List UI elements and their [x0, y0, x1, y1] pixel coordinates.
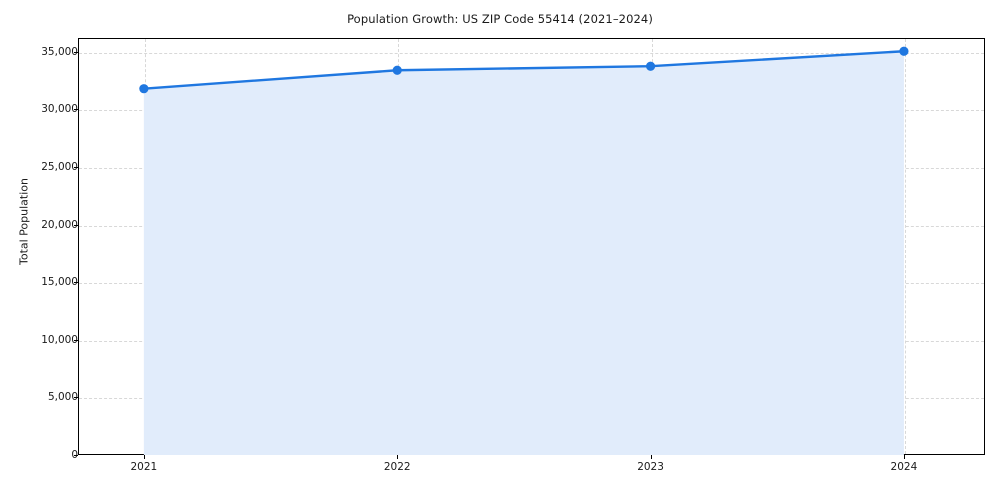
x-tick-label: 2022 — [383, 461, 411, 473]
x-tick-label: 2024 — [890, 461, 918, 473]
x-tick-mark — [650, 455, 652, 459]
plot-inner — [79, 39, 984, 454]
gridline-horizontal — [79, 110, 984, 112]
chart-title: Population Growth: US ZIP Code 55414 (20… — [347, 12, 653, 26]
y-tick-label: 10,000 — [41, 333, 78, 346]
gridline-horizontal — [79, 225, 984, 227]
y-tick-label: 5,000 — [47, 391, 78, 404]
x-tick-mark — [397, 455, 399, 459]
y-tick-mark — [74, 455, 78, 456]
y-tick-mark — [74, 167, 78, 169]
y-tick-mark — [74, 397, 78, 399]
plot-area — [78, 38, 985, 455]
gridline-horizontal — [79, 52, 984, 54]
y-tick-mark — [74, 282, 78, 284]
gridline-horizontal — [79, 168, 984, 170]
y-tick-mark — [74, 109, 78, 111]
y-tick-mark — [74, 51, 78, 53]
gridline-vertical — [904, 39, 906, 454]
y-axis-label: Total Population — [17, 178, 31, 265]
y-tick-label: 30,000 — [41, 103, 78, 116]
y-tick-mark — [74, 224, 78, 226]
gridline-horizontal — [79, 283, 984, 285]
y-tick-mark — [74, 339, 78, 341]
gridline-horizontal — [79, 398, 984, 400]
y-tick-label: 35,000 — [41, 45, 78, 58]
y-tick-label: 15,000 — [41, 276, 78, 289]
gridline-horizontal — [79, 340, 984, 342]
x-tick-label: 2023 — [637, 461, 664, 473]
x-tick-mark — [143, 455, 145, 459]
x-tick-label: 2021 — [130, 461, 158, 473]
y-tick-label: 25,000 — [41, 161, 78, 174]
gridline-vertical — [398, 39, 400, 454]
gridline-vertical — [651, 39, 653, 454]
gridline-vertical — [144, 39, 146, 454]
x-tick-mark — [903, 455, 905, 459]
y-tick-label: 20,000 — [41, 218, 78, 231]
